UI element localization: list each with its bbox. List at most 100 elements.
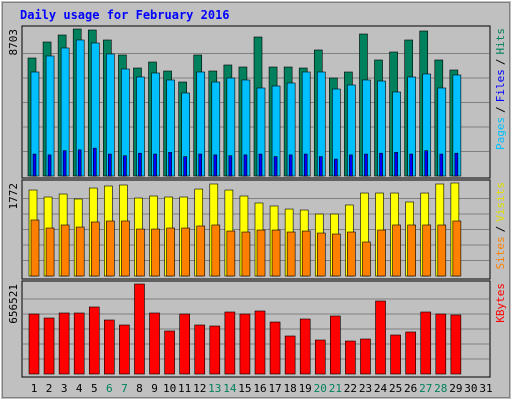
bar [88,306,100,375]
bar [450,314,462,375]
bar [32,153,37,177]
bar [60,224,70,277]
bar [269,321,281,375]
x-tick-label: 26 [404,382,417,395]
legend-label: KBytes [494,283,507,323]
x-tick-label: 11 [178,382,191,395]
y-tick-label: 1772 [7,183,20,210]
bar [77,149,82,177]
bar [349,154,353,177]
bar [439,153,444,177]
bar [318,156,323,177]
bar [211,224,221,277]
bar [224,311,236,375]
bar [153,153,157,177]
bar [407,224,416,277]
bar [435,313,447,375]
bar [58,312,70,375]
bar [405,331,416,375]
x-tick-label: 21 [329,382,342,395]
bar [394,152,398,177]
legend-label: Pages [494,117,507,150]
bar [168,152,172,177]
x-tick-label: 9 [151,382,158,395]
legend: KBytes [494,283,507,323]
x-tick-label: 7 [121,382,128,395]
y-tick-label: 656521 [7,284,20,324]
bar [226,230,236,277]
x-tick-label: 10 [163,382,176,395]
bar [347,231,356,277]
bar [288,154,293,177]
x-tick-label: 3 [61,382,68,395]
bar [303,153,308,177]
bar [119,324,130,375]
bar [390,334,401,375]
x-tick-label: 12 [193,382,206,395]
bar [104,319,115,375]
legend-label: Sites [494,236,507,269]
bar [286,231,296,277]
bar [332,233,341,277]
bar [379,152,383,177]
x-tick-label: 27 [419,382,432,395]
bar [316,232,326,277]
bar [136,228,145,277]
x-tick-label: 2 [46,382,53,395]
legend-separator: / [494,226,507,233]
legend-separator: / [494,106,507,113]
bar [239,313,251,375]
bar [213,154,218,177]
bar [241,231,251,277]
x-tick-label: 28 [434,382,447,395]
bar [360,338,371,375]
x-tick-label: 8 [136,382,143,395]
x-tick-label: 17 [268,382,281,395]
chart-title: Daily usage for February 2016 [20,8,230,22]
x-tick-label: 24 [374,382,388,395]
bar [181,227,190,277]
bar [108,153,112,177]
bar [258,153,263,177]
x-tick-label: 6 [106,382,113,395]
x-tick-label: 14 [223,382,237,395]
bar [228,155,233,177]
bar [164,330,175,375]
bar [194,324,206,375]
bar [45,227,55,277]
bar [377,229,386,277]
bar [90,221,100,277]
bar [375,300,386,375]
legend-label: Files [494,69,507,102]
bar [121,220,130,277]
x-tick-label: 16 [253,382,266,395]
bar [151,228,160,277]
legend-label: Hits [494,28,507,55]
bar [424,150,429,177]
bar [334,158,338,177]
bar [271,229,281,277]
bar [179,313,190,375]
bar [392,224,401,277]
legend-label: Visits [494,182,507,222]
bar [452,220,462,277]
x-tick-label: 13 [208,382,221,395]
x-tick-label: 20 [314,382,327,395]
bar [123,155,127,177]
x-tick-label: 31 [479,382,492,395]
bar [138,152,142,177]
legend: Sites / Visits [494,182,507,270]
x-tick-label: 1 [31,382,38,395]
bar [62,150,67,177]
bar [43,317,55,375]
x-tick-label: 25 [389,382,402,395]
x-tick-label: 4 [76,382,83,395]
bar [183,156,187,177]
bar [254,310,266,375]
bar [362,241,371,277]
x-tick-label: 5 [91,382,98,395]
bar [437,224,447,277]
legend: Pages / Files / Hits [494,28,507,150]
